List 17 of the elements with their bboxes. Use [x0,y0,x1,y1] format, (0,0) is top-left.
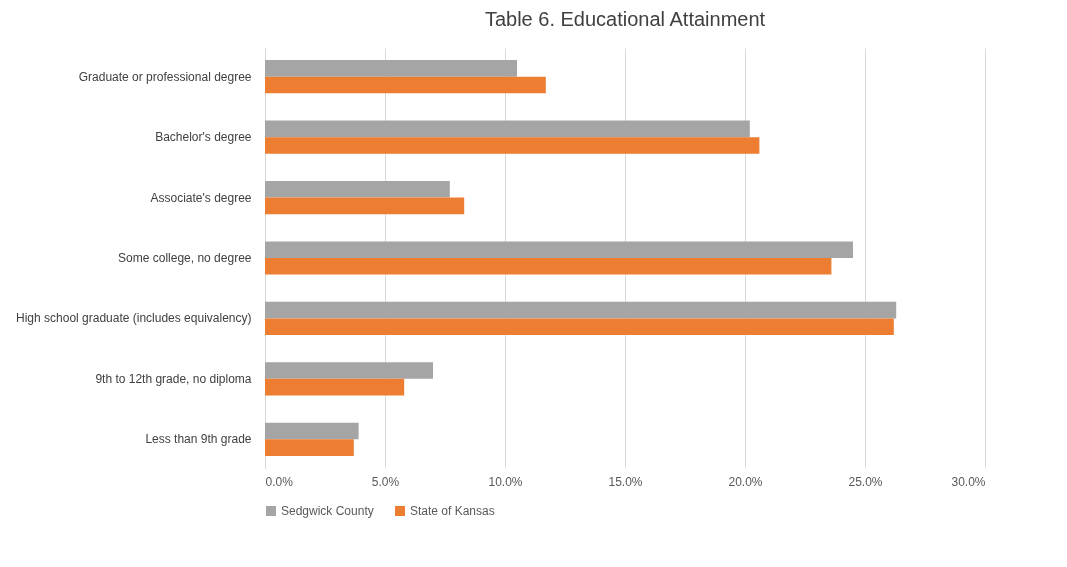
x-tick-label: 25.0% [848,474,883,489]
y-tick-label: Bachelor's degree [155,130,252,145]
y-tick-label: High school graduate (includes equivalency) [16,311,252,326]
x-tick-label: 15.0% [608,474,643,489]
x-tick-label: 0.0% [265,474,294,489]
y-tick-label: Associate's degree [150,190,252,205]
y-tick-label: 9th to 12th grade, no diploma [95,371,252,386]
x-tick-label: 30.0% [951,474,986,489]
chart-title: Table 6. Educational Attainment [484,8,766,30]
legend-label: Sedgwick County [281,504,374,518]
x-tick-label: 10.0% [488,474,523,489]
y-tick-label: Graduate or professional degree [78,69,252,84]
y-tick-label: Some college, no degree [118,251,252,265]
x-tick-label: 5.0% [371,474,400,489]
legend-label: State of Kansas [410,504,495,518]
y-tick-label: Less than 9th grade [145,432,252,447]
x-tick-label: 20.0% [728,474,763,489]
